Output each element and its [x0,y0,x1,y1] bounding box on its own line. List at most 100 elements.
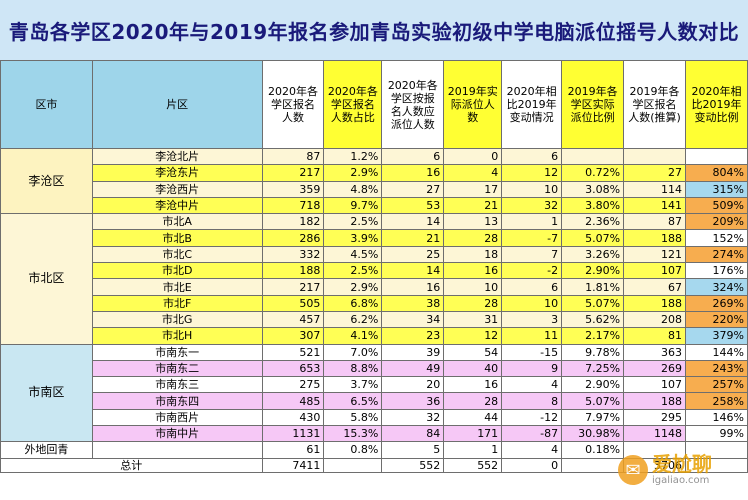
cell: 1131 [261,425,325,443]
table-row: 市南区 市南东一 521 7.0% 39 54 -15 9.78% 363 14… [0,343,748,443]
cell: 718 [261,196,325,215]
cell: 27 [623,164,686,182]
header-cell: 2020年各学区报名人数 [261,60,325,149]
header-cell: 2019年各学区实际派位比例 [561,60,625,149]
cell: 379% [684,327,748,345]
cell: 188 [623,229,686,247]
cell: 121 [623,245,686,264]
cell: 10 [501,294,563,312]
cell: 324% [684,278,748,296]
cell: 146% [684,408,748,427]
cell: 81 [623,327,686,345]
cell: 274% [684,245,748,264]
table-row: 外地回青 61 0.8% 5 1 4 0.18% [0,441,748,459]
cell: -87 [501,425,563,443]
cell: 258% [684,392,748,410]
cell: 4.8% [323,180,383,198]
cell: 332 [261,245,325,264]
cell: 3.08% [561,180,625,198]
cell: 16 [443,376,503,394]
cell: 307 [261,327,325,345]
cell: 144% [684,343,748,361]
table-row: 市北F 505 6.8% 38 28 10 5.07% 188 269% [1,294,748,312]
cell [623,147,686,166]
cell: 171 [443,425,503,443]
table-row: 市北H 307 4.1% 23 12 11 2.17% 81 379% [1,327,748,345]
cell: 1.81% [561,278,625,296]
cell: 87 [261,147,325,166]
table-row: 市北E 217 2.9% 16 10 6 1.81% 67 324% [1,278,748,296]
cell: 209% [684,213,748,231]
cell: 16 [381,164,445,182]
cell: -2 [501,262,563,280]
cell: 3.7% [323,376,383,394]
cell: 430 [261,408,325,427]
area-cell: 市北E [91,278,263,296]
cell: 269% [684,294,748,312]
cell: 1.2% [323,147,383,166]
cell: 4.1% [323,327,383,345]
header-cell: 2020年各学区按报名人数应派位人数 [381,60,445,149]
cell: 2.5% [323,262,383,280]
cell: 31 [443,310,503,329]
cell: 49 [381,359,445,378]
area-cell: 市南西片 [91,408,263,427]
cell: 99% [684,425,748,443]
cell: 359 [261,180,325,198]
table-row: 市北区 市北A 182 2.5% 14 13 1 2.36% 87 209% [0,213,748,345]
cell: 3.26% [561,245,625,264]
table-row: 李沧区 李沧北片 87 1.2% 6 0 6 [0,147,748,215]
cell [684,147,748,166]
cell: 53 [381,196,445,215]
cell: 7.25% [561,359,625,378]
area-cell: 市南东二 [91,359,263,378]
area-cell: 李沧西片 [91,180,263,198]
cell: 18 [443,245,503,264]
area-cell: 市北G [91,310,263,329]
table-row: 市南中片 1131 15.3% 84 171 -87 30.98% 1148 9… [1,425,748,443]
cell: 16 [381,278,445,296]
cell: 23 [381,327,445,345]
cell: 6 [501,147,563,166]
area-cell: 李沧北片 [91,147,263,166]
cell: 653 [261,359,325,378]
cell: 257% [684,376,748,394]
cell: 67 [623,278,686,296]
cell: 6.8% [323,294,383,312]
cell: 3.9% [323,229,383,247]
cell [561,457,625,473]
cell: 10 [501,180,563,198]
cell: 61 [261,441,325,459]
cell: 6 [381,147,445,166]
area-cell: 市北F [91,294,263,312]
cell: 0.18% [561,441,625,459]
cell: 0.72% [561,164,625,182]
header-cell: 2020年相比2019年变动比例 [684,60,748,149]
table-row: 李沧东片 217 2.9% 16 4 12 0.72% 27 804% [1,164,748,182]
area-cell: 市北A [91,213,263,231]
cell: 188 [623,392,686,410]
cell: 7411 [261,457,325,473]
cell: 1148 [623,425,686,443]
cell: 25 [381,245,445,264]
speech-bubble-icon: ✉ [618,455,648,485]
cell [561,147,625,166]
cell: 220% [684,310,748,329]
cell: 14 [381,262,445,280]
cell: 6.5% [323,392,383,410]
area-cell: 市南东四 [91,392,263,410]
region-cell: 市北区 [0,213,93,345]
table-row: 市南东三 275 3.7% 20 16 4 2.90% 107 257% [1,376,748,394]
cell: 40 [443,359,503,378]
cell: 0 [443,147,503,166]
cell: 804% [684,164,748,182]
cell: 34 [381,310,445,329]
watermark-sub: igaliao.com [652,475,710,486]
header-cell: 2019年各学区报名人数(推算) [623,60,686,149]
cell: 15.3% [323,425,383,443]
cell: 107 [623,262,686,280]
cell: 10 [443,278,503,296]
table-row: 李沧中片 718 9.7% 53 21 32 3.80% 141 509% [1,196,748,215]
cell: 363 [623,343,686,361]
total-label: 总计 [0,457,263,473]
